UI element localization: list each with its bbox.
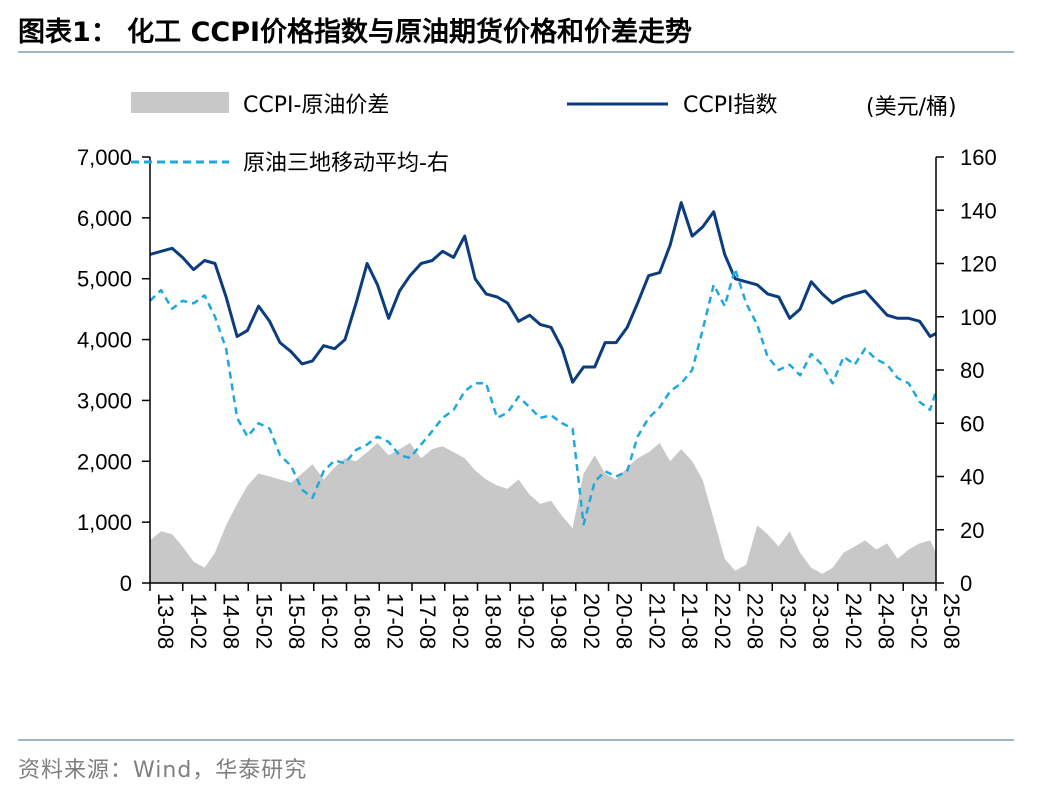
- x-tick-label: 21-02: [644, 593, 669, 649]
- x-tick-label: 14-02: [186, 593, 211, 649]
- left-tick-label: 5,000: [77, 267, 132, 292]
- right-tick-label: 0: [960, 571, 972, 596]
- right-tick-label: 40: [960, 465, 984, 490]
- series-line-ccpi: [149, 201, 937, 384]
- left-tick-label: 2,000: [77, 449, 132, 474]
- x-tick-label: 15-08: [284, 593, 309, 649]
- chart: 0 1,000 2,000 3,000 4,000 5,000 6,000 7,000 0 20 4…: [77, 92, 997, 649]
- left-tick-label: 4,000: [77, 328, 132, 353]
- series-line-crude: [149, 267, 938, 526]
- legend-swatch-spread: [131, 92, 229, 113]
- x-tick-label: 17-08: [415, 593, 440, 649]
- legend-label-spread: CCPI-原油价差: [243, 93, 389, 118]
- right-tick-label: 100: [960, 305, 997, 330]
- legend: CCPI-原油价差 CCPI指数 原油三地移动平均-右 (美元/桶): [131, 92, 957, 176]
- x-tick-label: 25-08: [939, 593, 964, 649]
- figure-title: 图表1： 化工 CCPI价格指数与原油期货价格和价差走势: [18, 17, 693, 48]
- left-tick-label: 7,000: [77, 145, 132, 170]
- x-tick-label: 22-08: [743, 593, 768, 649]
- title-divider: [18, 51, 1014, 53]
- lines-layer: [149, 201, 938, 526]
- right-tick-label: 60: [960, 411, 984, 436]
- x-tick-label: 23-08: [808, 593, 833, 649]
- x-tick-label: 20-08: [612, 593, 637, 649]
- x-tick-label: 23-02: [775, 593, 800, 649]
- x-tick-label: 25-02: [906, 593, 931, 649]
- x-tick-label: 18-08: [481, 593, 506, 649]
- left-tick-label: 6,000: [77, 206, 132, 231]
- right-tick-label: 20: [960, 518, 984, 543]
- series-area-spread: [150, 443, 936, 583]
- x-tick-label: 19-02: [513, 593, 538, 649]
- left-tick-label: 3,000: [77, 388, 132, 413]
- legend-label-ccpi: CCPI指数: [683, 93, 777, 118]
- x-tick-label: 17-02: [382, 593, 407, 649]
- source-note: 资料来源：Wind，华泰研究: [18, 758, 308, 783]
- spread-area-layer: [150, 443, 936, 583]
- footer-divider: [18, 739, 1014, 741]
- left-tick-label: 0: [120, 571, 132, 596]
- x-tick-label: 22-02: [710, 593, 735, 649]
- x-tick-label: 15-02: [251, 593, 276, 649]
- x-tick-label: 21-08: [677, 593, 702, 649]
- x-tick-label: 16-08: [350, 593, 375, 649]
- right-axis-unit: (美元/桶): [866, 95, 957, 120]
- x-tick-label: 24-02: [841, 593, 866, 649]
- right-tick-label: 160: [960, 145, 997, 170]
- x-tick-label: 24-08: [874, 593, 899, 649]
- x-tick-label: 19-08: [546, 593, 571, 649]
- right-tick-label: 80: [960, 358, 984, 383]
- right-tick-label: 120: [960, 252, 997, 277]
- right-tick-label: 140: [960, 198, 997, 223]
- x-tick-label: 16-02: [317, 593, 342, 649]
- legend-label-crude: 原油三地移动平均-右: [243, 151, 449, 176]
- x-tick-label: 14-08: [219, 593, 244, 649]
- x-tick-label: 20-02: [579, 593, 604, 649]
- x-tick-label: 13-08: [153, 593, 178, 649]
- ticks-layer: 0 1,000 2,000 3,000 4,000 5,000 6,000 7,000 0 20 4…: [77, 145, 997, 649]
- x-tick-label: 18-02: [448, 593, 473, 649]
- left-tick-label: 1,000: [77, 510, 132, 535]
